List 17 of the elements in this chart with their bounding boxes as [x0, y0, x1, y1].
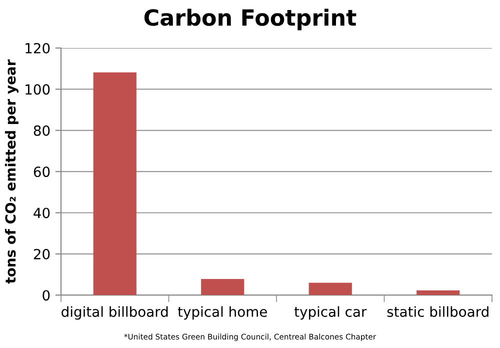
x-tick-label: typical home	[178, 306, 267, 320]
y-axis-title: tons of CO₂ emitted per year	[4, 59, 19, 284]
y-tick-label: 100	[26, 84, 50, 95]
y-tick-label: 0	[42, 290, 50, 301]
y-tick-label: 80	[34, 125, 50, 136]
y-tick-label: 20	[34, 248, 50, 260]
x-tick-label: typical car	[294, 306, 367, 320]
bar	[416, 290, 460, 296]
y-tick-label: 40	[34, 208, 50, 218]
x-tick-label: static billboard	[387, 306, 488, 317]
x-tick-label: digital billboard	[62, 306, 168, 320]
chart-title: Carbon Footprint	[144, 8, 356, 30]
bar	[201, 279, 244, 296]
y-tick-label: 120	[26, 42, 50, 54]
bar	[308, 282, 352, 296]
y-tick-label: 60	[34, 166, 50, 178]
bar	[93, 72, 136, 296]
